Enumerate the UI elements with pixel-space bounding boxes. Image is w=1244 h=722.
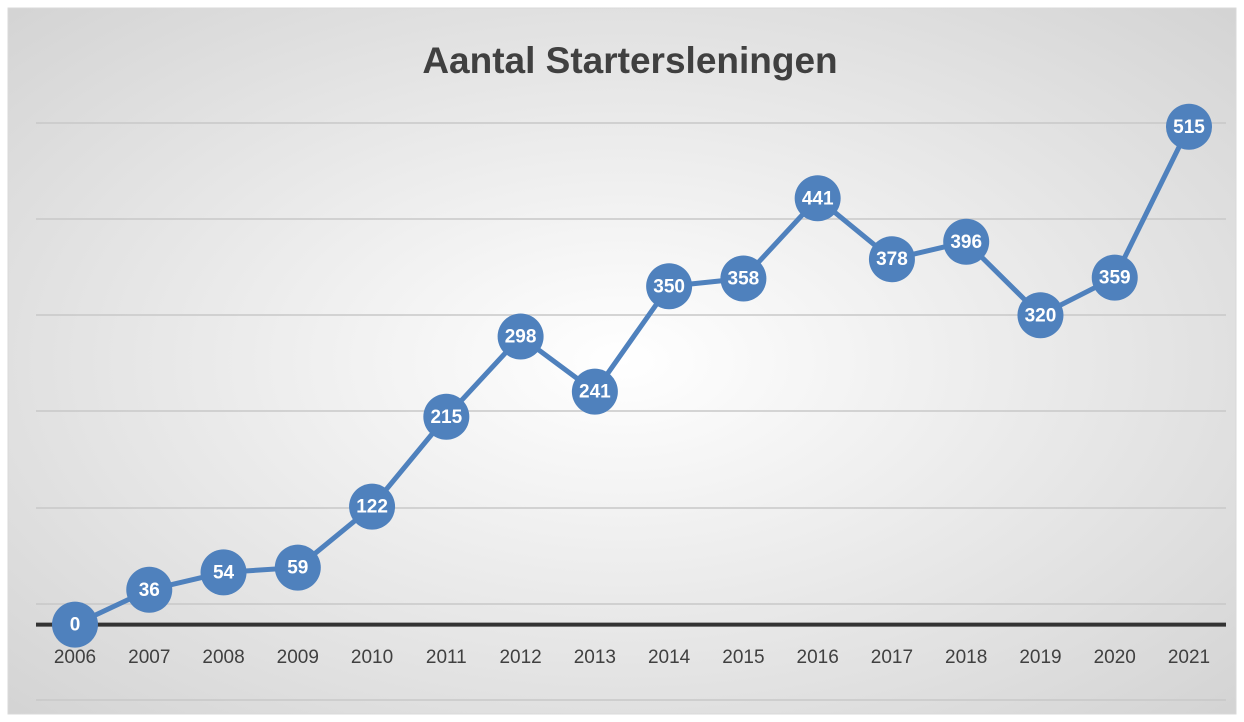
data-point xyxy=(571,368,618,415)
data-point xyxy=(868,236,915,283)
x-tick-label: 2014 xyxy=(648,647,691,668)
data-label: 298 xyxy=(505,327,537,348)
x-tick-label: 2008 xyxy=(202,647,244,668)
data-label: 215 xyxy=(430,407,462,428)
data-point xyxy=(274,544,321,591)
x-tick-label: 2019 xyxy=(1019,647,1061,668)
data-label: 441 xyxy=(802,188,834,209)
data-point xyxy=(126,566,173,613)
data-label: 122 xyxy=(356,497,388,518)
chart-background xyxy=(7,7,1237,715)
data-label: 358 xyxy=(728,269,760,290)
data-label: 359 xyxy=(1099,268,1131,289)
x-tick-label: 2009 xyxy=(277,647,319,668)
x-tick-label: 2010 xyxy=(351,647,393,668)
data-point xyxy=(349,483,396,530)
data-point xyxy=(52,601,98,648)
x-tick-label: 2013 xyxy=(574,647,616,668)
x-tick-label: 2007 xyxy=(128,647,170,668)
x-tick-label: 2011 xyxy=(426,647,467,668)
data-label: 396 xyxy=(950,232,982,253)
x-tick-label: 2018 xyxy=(945,647,987,668)
data-label: 350 xyxy=(653,276,685,297)
data-point xyxy=(1017,292,1064,339)
data-label: 320 xyxy=(1025,305,1057,326)
x-tick-label: 2012 xyxy=(499,647,541,668)
data-label: 59 xyxy=(287,558,308,579)
data-point xyxy=(200,549,247,596)
data-label: 241 xyxy=(579,382,611,403)
chart-title: Aantal Startersleningen xyxy=(422,40,837,81)
x-tick-label: 2015 xyxy=(722,647,764,668)
x-tick-label: 2016 xyxy=(797,647,839,668)
data-label: 36 xyxy=(139,580,160,601)
data-line xyxy=(73,125,1192,627)
data-label: 0 xyxy=(70,615,81,636)
data-point xyxy=(1166,103,1212,150)
data-point xyxy=(646,263,693,310)
data-label: 378 xyxy=(876,249,908,270)
x-tick-label: 2017 xyxy=(871,647,913,668)
x-tick-label: 2006 xyxy=(54,647,96,668)
gridlines xyxy=(36,122,1226,701)
data-point xyxy=(423,393,470,440)
data-point xyxy=(497,313,544,360)
data-label: 515 xyxy=(1173,117,1205,138)
data-point xyxy=(943,218,990,265)
x-tick-label: 2020 xyxy=(1094,647,1136,668)
data-label: 54 xyxy=(213,562,235,583)
x-tick-label: 2021 xyxy=(1168,647,1210,668)
data-point xyxy=(794,175,841,222)
data-point xyxy=(720,255,767,302)
data-point xyxy=(1091,254,1138,301)
